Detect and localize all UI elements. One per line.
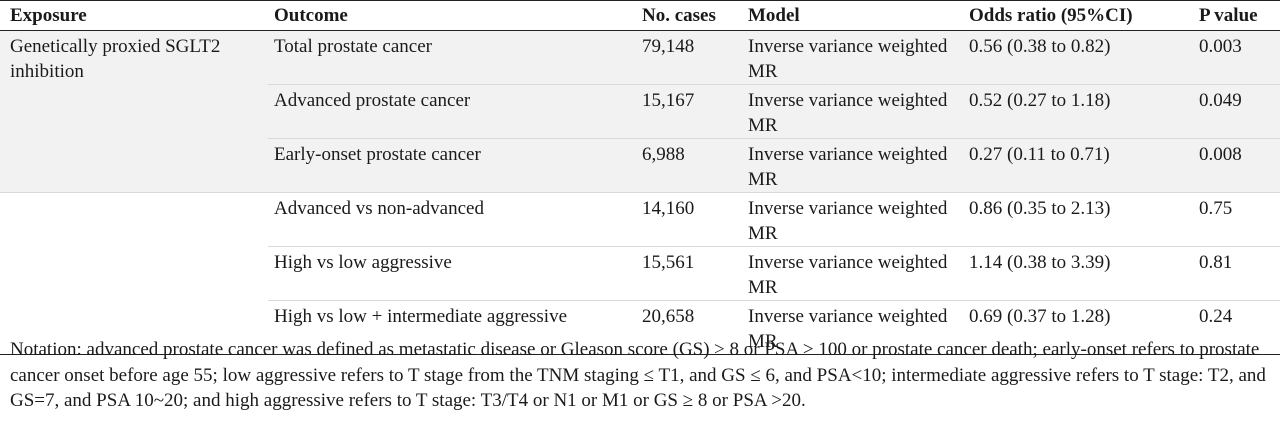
odds-ratio-cell: 0.27 (0.11 to 0.71) <box>969 138 1199 193</box>
table-header: Exposure Outcome No. cases Model Odds ra… <box>0 0 1280 31</box>
model-cell: Inverse variance weighted MR <box>748 30 969 85</box>
header-p-value: P value <box>1199 5 1258 26</box>
p-value-cell: 0.003 <box>1199 30 1280 85</box>
outcome-cell: High vs low + intermediate aggressive <box>268 300 640 355</box>
table-notation: Notation: advanced prostate cancer was d… <box>10 339 1266 411</box>
model-cell: Inverse variance weighted MR <box>748 192 969 247</box>
p-value-cell: 0.75 <box>1199 192 1280 247</box>
outcome-cell: Advanced vs non-advanced <box>268 192 640 247</box>
table-row: Genetically proxied SGLT2 inhibition Tot… <box>0 30 1280 193</box>
outcome-cell: Advanced prostate cancer <box>268 84 640 139</box>
header-odds-ratio: Odds ratio (95%CI) <box>969 5 1133 26</box>
outcome-cell: High vs low aggressive <box>268 246 640 301</box>
odds-ratio-cell: 0.86 (0.35 to 2.13) <box>969 192 1199 247</box>
outcome-cell: Early-onset prostate cancer <box>268 138 640 193</box>
header-exposure: Exposure <box>10 5 87 26</box>
table-body: Genetically proxied SGLT2 inhibition Tot… <box>0 30 1280 355</box>
header-model: Model <box>748 5 800 26</box>
header-outcome: Outcome <box>274 5 348 26</box>
cases-cell: 14,160 <box>640 192 748 247</box>
table-row: Early-onset prostate cancer 6,988 Invers… <box>0 138 1280 193</box>
model-cell: Inverse variance weighted MR <box>748 300 969 355</box>
model-cell: Inverse variance weighted MR <box>748 84 969 139</box>
odds-ratio-cell: 0.56 (0.38 to 0.82) <box>969 30 1199 85</box>
cases-cell: 15,167 <box>640 84 748 139</box>
p-value-cell: 0.049 <box>1199 84 1280 139</box>
cases-cell: 6,988 <box>640 138 748 193</box>
results-table: Exposure Outcome No. cases Model Odds ra… <box>0 0 1280 355</box>
table-row: High vs low + intermediate aggressive 20… <box>0 300 1280 355</box>
model-cell: Inverse variance weighted MR <box>748 138 969 193</box>
table-row: High vs low aggressive 15,561 Inverse va… <box>0 246 1280 301</box>
p-value-cell: 0.008 <box>1199 138 1280 193</box>
outcome-cell: Total prostate cancer <box>268 30 640 85</box>
header-row: Exposure Outcome No. cases Model Odds ra… <box>0 0 1280 31</box>
header-cases: No. cases <box>642 5 716 26</box>
odds-ratio-cell: 0.52 (0.27 to 1.18) <box>969 84 1199 139</box>
odds-ratio-cell: 1.14 (0.38 to 3.39) <box>969 246 1199 301</box>
p-value-cell: 0.24 <box>1199 300 1280 355</box>
cases-cell: 79,148 <box>640 30 748 85</box>
cases-cell: 20,658 <box>640 300 748 355</box>
odds-ratio-cell: 0.69 (0.37 to 1.28) <box>969 300 1199 355</box>
model-cell: Inverse variance weighted MR <box>748 246 969 301</box>
p-value-cell: 0.81 <box>1199 246 1280 301</box>
exposure-cell-empty <box>0 192 268 355</box>
cases-cell: 15,561 <box>640 246 748 301</box>
table-row: Advanced vs non-advanced 14,160 Inverse … <box>0 192 1280 355</box>
exposure-cell: Genetically proxied SGLT2 inhibition <box>0 30 268 193</box>
table-row: Advanced prostate cancer 15,167 Inverse … <box>0 84 1280 139</box>
